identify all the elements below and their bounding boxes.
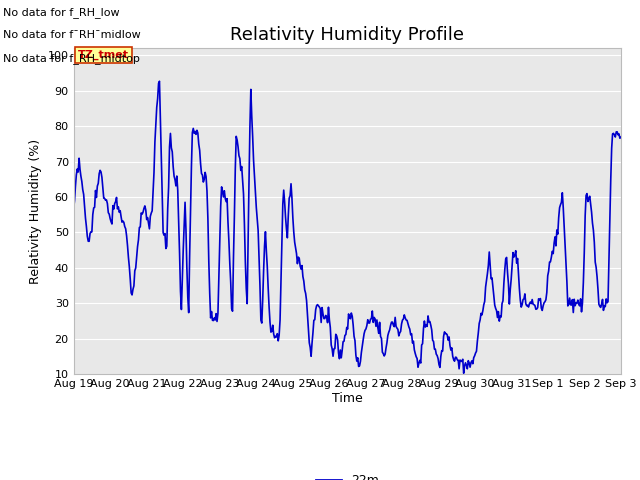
Text: No data for f¯RH¯midlow: No data for f¯RH¯midlow [3, 30, 141, 40]
Text: TZ_tmet: TZ_tmet [78, 50, 129, 60]
Text: No data for f_RH_midtop: No data for f_RH_midtop [3, 53, 140, 64]
Title: Relativity Humidity Profile: Relativity Humidity Profile [230, 25, 464, 44]
Y-axis label: Relativity Humidity (%): Relativity Humidity (%) [29, 139, 42, 284]
Legend: 22m: 22m [311, 469, 383, 480]
X-axis label: Time: Time [332, 392, 363, 405]
Text: No data for f_RH_low: No data for f_RH_low [3, 7, 120, 18]
